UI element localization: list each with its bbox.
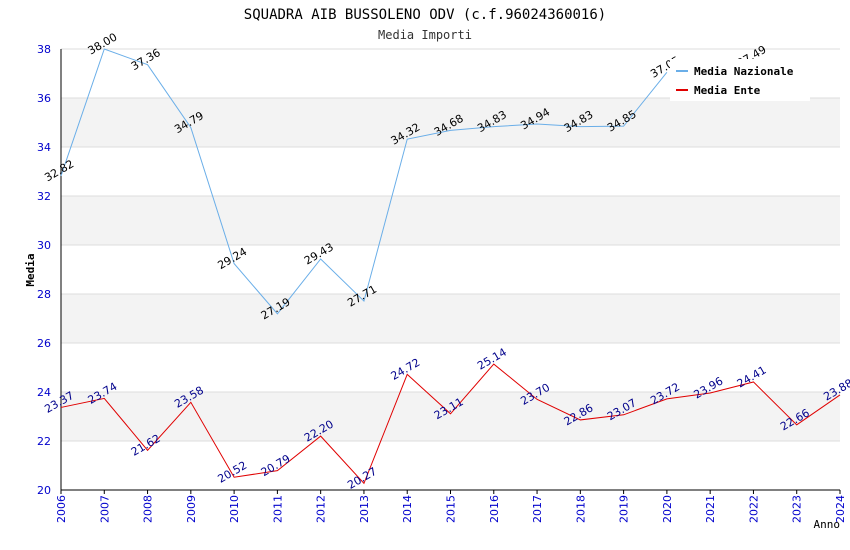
legend: Media Nazionale Media Ente [670, 59, 810, 101]
y-tick-label: 20 [37, 484, 51, 497]
chart-title: SQUADRA AIB BUSSOLENO ODV (c.f.960243600… [244, 7, 606, 23]
x-tick-label: 2017 [531, 495, 544, 523]
y-tick-label: 32 [37, 190, 51, 203]
data-label: 20.52 [215, 459, 249, 486]
legend-box [670, 59, 810, 101]
grid-band [61, 196, 840, 245]
data-label: 32.82 [42, 157, 76, 184]
x-tick-label: 2007 [98, 495, 111, 523]
x-tick-label: 2019 [618, 495, 631, 523]
data-label: 20.79 [259, 452, 293, 479]
x-tick-label: 2006 [55, 495, 68, 523]
grid-band [61, 294, 840, 343]
data-label: 29.24 [215, 245, 249, 272]
chart-subtitle: Media Importi [378, 28, 472, 42]
background-bands [61, 98, 840, 441]
y-tick-label: 26 [37, 337, 51, 350]
y-tick-label: 28 [37, 288, 51, 301]
x-tick-label: 2023 [791, 495, 804, 523]
y-tick-label: 36 [37, 92, 51, 105]
x-tick-label: 2015 [445, 495, 458, 523]
y-tick-label: 34 [37, 141, 51, 154]
x-tick-label: 2010 [228, 495, 241, 523]
y-tick-label: 30 [37, 239, 51, 252]
x-tick-label: 2012 [315, 495, 328, 523]
x-tick-label: 2013 [358, 495, 371, 523]
x-tick-label: 2020 [661, 495, 674, 523]
data-label: 25.14 [475, 346, 509, 373]
series-line [60, 48, 668, 315]
x-axis-label: Anno [814, 518, 841, 531]
data-label: 24.41 [735, 363, 769, 390]
x-tick-labels: 2006 2007 2008 2009 2010 2011 2012 2013 2014 2015… [55, 495, 847, 523]
x-tick-label: 2008 [142, 495, 155, 523]
series-lines [60, 48, 841, 485]
series-line [60, 363, 841, 485]
x-tick-label: 2011 [271, 495, 284, 523]
x-tick-label: 2021 [704, 495, 717, 523]
legend-label: Media Ente [694, 84, 761, 97]
y-tick-label: 38 [37, 43, 51, 56]
legend-label: Media Nazionale [694, 65, 794, 78]
x-tick-label: 2009 [185, 495, 198, 523]
y-axis-label: Media [24, 253, 37, 286]
y-tick-label: 24 [37, 386, 51, 399]
x-tick-label: 2014 [401, 495, 414, 523]
x-tick-label: 2024 [834, 495, 847, 523]
grid-band [61, 392, 840, 441]
axes [60, 49, 841, 494]
y-tick-label: 22 [37, 435, 51, 448]
x-tick-label: 2018 [574, 495, 587, 523]
grid-band [61, 98, 840, 147]
x-tick-label: 2022 [747, 495, 760, 523]
y-tick-labels: 20 22 24 26 28 30 32 34 36 38 [37, 43, 51, 497]
x-tick-label: 2016 [488, 495, 501, 523]
data-label: 37.36 [129, 46, 163, 73]
